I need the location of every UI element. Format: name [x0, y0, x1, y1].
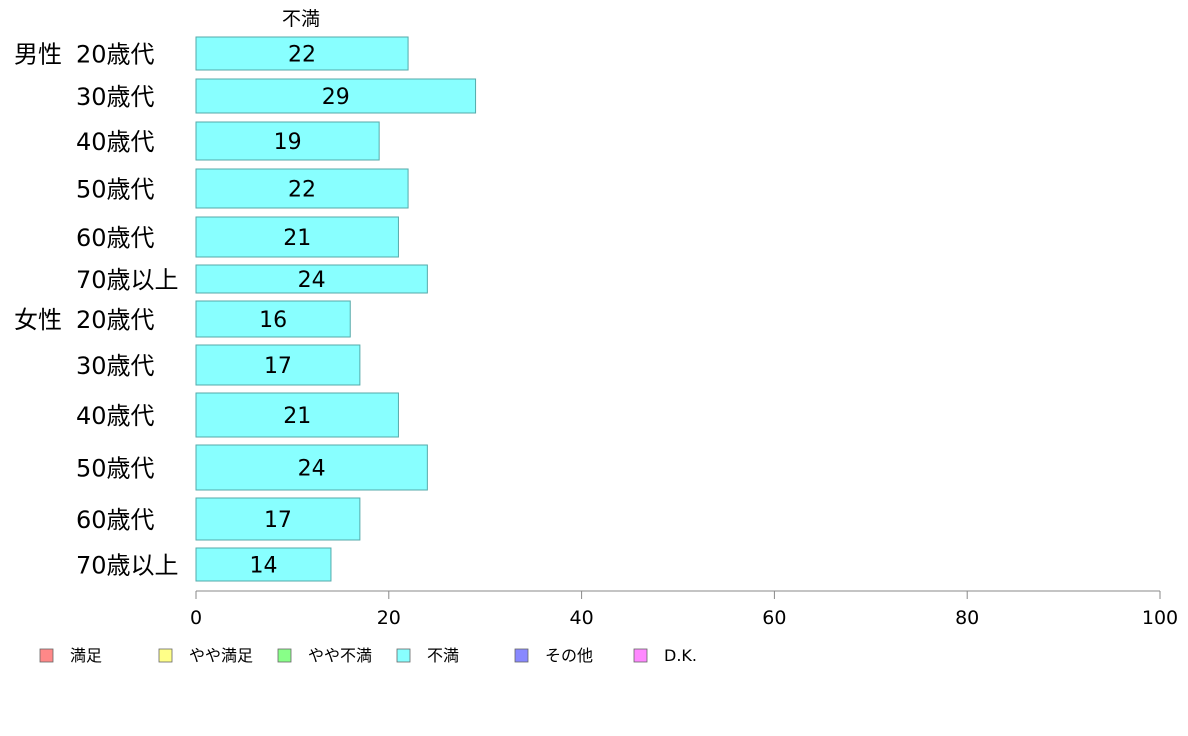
- category-label: 20歳代: [76, 41, 155, 69]
- legend-label: 不満: [427, 646, 459, 665]
- category-label: 20歳代: [76, 306, 155, 334]
- bar: [195, 168, 409, 209]
- category-label: 30歳代: [76, 352, 155, 380]
- legend-swatch: [514, 648, 529, 663]
- x-axis: 0 20 40 60 80 100: [190, 590, 1178, 629]
- bar-value-label: 24: [298, 268, 326, 293]
- bar: [195, 444, 428, 491]
- bar-value-label: 21: [283, 404, 311, 429]
- category-label: 40歳代: [76, 402, 155, 430]
- legend-label: やや不満: [308, 646, 372, 665]
- x-tick-label: 60: [762, 607, 786, 629]
- legend-swatch: [158, 648, 173, 663]
- x-tick-label: 20: [377, 607, 401, 629]
- bar-value-label: 29: [322, 85, 350, 110]
- category-label: 70歳以上: [76, 552, 179, 580]
- group-label: 女性: [14, 306, 62, 334]
- legend-swatch: [277, 648, 292, 663]
- legend: 満足 やや満足 やや不満 不満 その他 D.K.: [39, 646, 697, 665]
- legend-label: やや満足: [189, 646, 253, 665]
- category-label: 40歳代: [76, 128, 155, 156]
- x-tick-label: 100: [1142, 607, 1178, 629]
- bar-value-label: 14: [249, 554, 277, 579]
- bar: [195, 300, 351, 338]
- x-tick-label: 40: [570, 607, 594, 629]
- legend-swatch: [633, 648, 648, 663]
- bar-value-label: 22: [288, 43, 316, 68]
- bar-value-label: 19: [274, 130, 302, 155]
- legend-label: 満足: [70, 646, 102, 665]
- legend-label: その他: [545, 646, 593, 665]
- category-labels: 20歳代 30歳代 40歳代 50歳代 60歳代 70歳以上 20歳代 30歳代 40歳代 50歳…: [76, 41, 179, 580]
- category-label: 30歳代: [76, 83, 155, 111]
- series-title: 不満: [282, 8, 320, 30]
- x-tick-label: 80: [955, 607, 979, 629]
- bar: [195, 36, 409, 71]
- bar-value-label: 17: [264, 508, 292, 533]
- group-label: 男性: [14, 41, 62, 69]
- bar: [195, 497, 361, 541]
- legend-swatch: [396, 648, 411, 663]
- bar-value-label: 16: [259, 308, 287, 333]
- legend-swatch: [39, 648, 54, 663]
- bar: [195, 78, 477, 114]
- category-label: 50歳代: [76, 455, 155, 483]
- category-label: 70歳以上: [76, 266, 179, 294]
- category-label: 60歳代: [76, 224, 155, 252]
- bar-value-label: 21: [283, 226, 311, 251]
- bar: [195, 392, 399, 438]
- category-label: 50歳代: [76, 176, 155, 204]
- bar-value-label: 22: [288, 178, 316, 203]
- bar: [195, 216, 399, 258]
- legend-label: D.K.: [664, 646, 697, 665]
- bar: [195, 344, 361, 386]
- category-label: 60歳代: [76, 506, 155, 534]
- bar: [195, 547, 332, 582]
- x-tick-label: 0: [190, 607, 202, 629]
- bar: [195, 264, 428, 294]
- bar: [195, 121, 380, 161]
- bar-value-label: 17: [264, 354, 292, 379]
- bar-value-label: 24: [298, 457, 326, 482]
